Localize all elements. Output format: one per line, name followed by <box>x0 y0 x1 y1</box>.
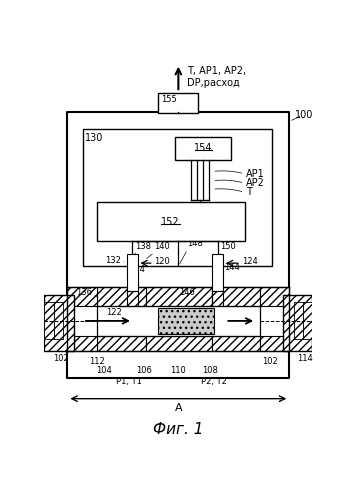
Text: P1, T1: P1, T1 <box>116 377 142 386</box>
Bar <box>127 254 137 291</box>
Text: 132: 132 <box>105 255 121 264</box>
Text: 130: 130 <box>85 133 104 143</box>
Bar <box>158 308 214 334</box>
Text: 126: 126 <box>198 308 214 317</box>
Text: 110: 110 <box>171 366 186 375</box>
Text: AP1: AP1 <box>246 169 265 179</box>
Bar <box>212 287 260 306</box>
Text: 150: 150 <box>220 242 236 251</box>
Bar <box>212 254 223 291</box>
Text: 134: 134 <box>129 265 145 274</box>
Bar <box>260 335 289 351</box>
Bar <box>68 112 289 378</box>
Bar <box>294 302 303 339</box>
Bar <box>83 129 271 266</box>
Bar <box>146 335 212 351</box>
Text: 104: 104 <box>96 366 112 375</box>
Text: 140: 140 <box>155 242 170 251</box>
Text: T: T <box>246 187 252 197</box>
Text: 122: 122 <box>106 308 121 317</box>
Text: A: A <box>175 403 182 413</box>
Bar <box>158 93 198 113</box>
Text: 100: 100 <box>295 110 314 120</box>
Text: AP2: AP2 <box>246 178 265 188</box>
Bar <box>146 287 212 306</box>
Bar <box>45 295 74 351</box>
Bar <box>54 302 63 339</box>
Bar <box>97 202 245 241</box>
Bar <box>68 335 97 351</box>
Text: 124: 124 <box>242 257 258 266</box>
Text: P2, T2: P2, T2 <box>201 377 227 386</box>
Bar <box>212 335 260 351</box>
Text: 148: 148 <box>188 239 204 248</box>
Text: 136: 136 <box>76 288 92 297</box>
Bar <box>260 287 289 306</box>
Bar <box>97 287 146 306</box>
Text: Расход: Расход <box>112 217 148 227</box>
Text: 114: 114 <box>297 354 313 363</box>
Text: 120: 120 <box>155 257 170 266</box>
Text: 154: 154 <box>194 143 212 153</box>
Text: 146: 146 <box>179 288 195 297</box>
Text: 112: 112 <box>89 357 105 366</box>
Bar <box>175 137 231 160</box>
Text: 155: 155 <box>161 94 177 103</box>
Text: Фиг. 1: Фиг. 1 <box>153 422 204 437</box>
Text: T, AP1, AP2,
DP,расход: T, AP1, AP2, DP,расход <box>187 66 246 88</box>
Bar <box>97 335 146 351</box>
Text: 102: 102 <box>54 354 69 363</box>
Text: 108: 108 <box>202 366 218 375</box>
Bar <box>283 295 313 351</box>
Text: 102: 102 <box>262 357 278 366</box>
Text: 138: 138 <box>135 242 151 251</box>
Text: 144: 144 <box>224 263 240 272</box>
Bar <box>68 287 97 306</box>
Bar <box>303 302 313 339</box>
Bar <box>45 302 54 339</box>
Text: 152: 152 <box>161 217 180 227</box>
Text: 106: 106 <box>136 366 152 375</box>
